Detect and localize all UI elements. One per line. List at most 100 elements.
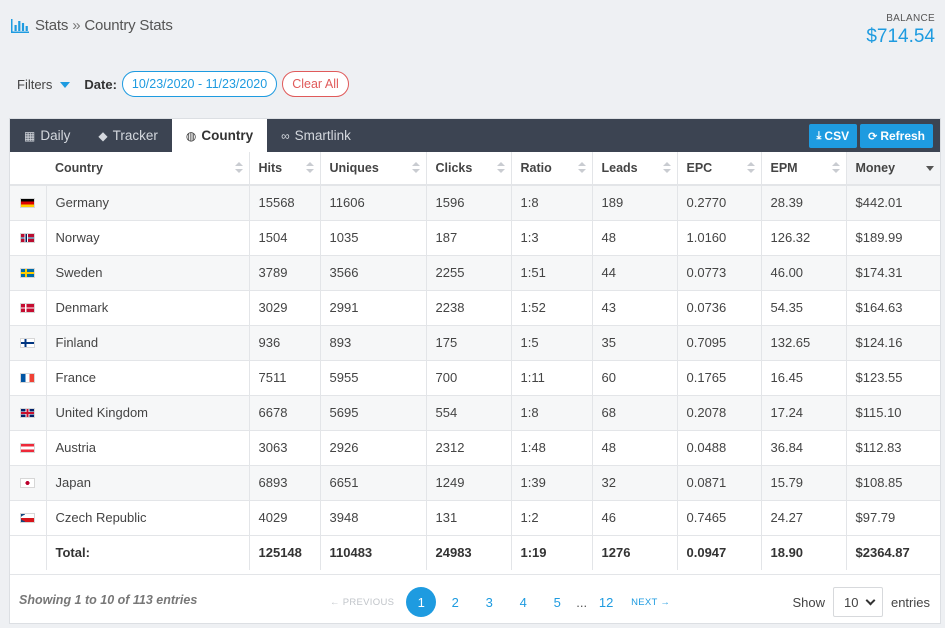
table-row: United Kingdom 6678 5695 554 1:8 68 0.2078 17.2… xyxy=(10,395,940,431)
tab-tracker[interactable]: ◆ Tracker xyxy=(84,119,172,152)
cell-uniques: 2991 xyxy=(320,290,427,326)
csv-label: CSV xyxy=(824,129,850,143)
cell-leads: 43 xyxy=(592,290,678,326)
column-header-money[interactable]: Money xyxy=(846,152,940,186)
cell-epm: 36.84 xyxy=(761,430,847,466)
sort-desc-icon xyxy=(926,166,934,171)
balance: BALANCE $714.54 xyxy=(866,13,935,48)
total-epc: 0.0947 xyxy=(677,535,762,570)
tab-label: Smartlink xyxy=(294,128,351,143)
table-total-row: Total: 125148 110483 24983 1:19 1276 0.0947 18.… xyxy=(10,535,940,570)
column-header-flag xyxy=(10,152,46,186)
column-header-leads[interactable]: Leads xyxy=(592,152,678,186)
tab-smartlink[interactable]: ∞ Smartlink xyxy=(267,119,365,152)
date-label: Date: xyxy=(84,76,117,92)
cell-epc: 0.0488 xyxy=(677,430,762,466)
calendar-icon: ▦ xyxy=(24,128,36,143)
cell-country: Sweden xyxy=(46,255,250,291)
column-header-epm[interactable]: EPM xyxy=(761,152,847,186)
cell-uniques: 3566 xyxy=(320,255,427,291)
flag-cell xyxy=(10,220,47,256)
sort-icon xyxy=(305,162,314,174)
cell-country: France xyxy=(46,360,250,396)
entries-select[interactable]: 10 xyxy=(832,587,883,617)
caret-down-icon[interactable] xyxy=(60,82,71,88)
cell-clicks: 2255 xyxy=(426,255,512,291)
column-label: EPM xyxy=(770,161,798,175)
refresh-icon: ⟳ xyxy=(868,130,878,143)
flag-cell xyxy=(10,325,47,361)
cell-epm: 17.24 xyxy=(761,395,847,431)
column-header-country[interactable]: Country xyxy=(46,152,250,186)
cell-leads: 46 xyxy=(592,500,678,536)
cell-hits: 1504 xyxy=(249,220,321,256)
cell-uniques: 2926 xyxy=(320,430,427,466)
chevron-down-icon xyxy=(865,595,876,606)
cell-epc: 0.7095 xyxy=(677,325,762,361)
cell-epc: 1.0160 xyxy=(677,220,762,256)
column-header-clicks[interactable]: Clicks xyxy=(426,152,512,186)
cell-uniques: 5695 xyxy=(320,395,427,431)
breadcrumb-separator: » xyxy=(72,17,81,34)
page-1[interactable]: 1 xyxy=(406,587,437,617)
cell-hits: 4029 xyxy=(249,500,321,536)
cell-epc: 0.0773 xyxy=(677,255,762,291)
tab-daily[interactable]: ▦ Daily xyxy=(10,119,84,152)
cell-clicks: 1249 xyxy=(426,465,512,501)
column-header-uniques[interactable]: Uniques xyxy=(320,152,427,186)
total-label: Total: xyxy=(46,535,250,570)
sort-icon xyxy=(411,162,420,174)
tab-label: Country xyxy=(201,128,254,143)
column-label: Ratio xyxy=(520,161,552,175)
tab-country[interactable]: ◍ Country xyxy=(171,119,268,152)
table-row: Sweden 3789 3566 2255 1:51 44 0.0773 46.00 $174.… xyxy=(10,255,940,291)
cell-ratio: 1:52 xyxy=(511,290,593,326)
clear-all-button[interactable]: Clear All xyxy=(282,71,349,97)
filters-label[interactable]: Filters xyxy=(17,76,53,92)
cell-uniques: 3948 xyxy=(320,500,427,536)
page-3[interactable]: 3 xyxy=(485,594,493,610)
flag-cell xyxy=(10,290,47,326)
cell-epm: 126.32 xyxy=(761,220,847,256)
pagination: ← PREVIOUS 1 2 3 4 5 ... 12 NEXT → xyxy=(330,587,670,617)
page-5[interactable]: 5 xyxy=(553,594,561,610)
cell-money: $124.16 xyxy=(846,325,940,361)
column-header-epc[interactable]: EPC xyxy=(677,152,762,186)
cell-epc: 0.0871 xyxy=(677,465,762,501)
sort-icon xyxy=(662,162,671,174)
tab-bar: ▦ Daily ◆ Tracker ◍ Country ∞ Smartlink … xyxy=(10,119,940,152)
flag-gb-icon xyxy=(20,407,35,418)
cell-ratio: 1:8 xyxy=(511,185,593,221)
tag-icon: ◆ xyxy=(98,128,108,143)
total-money: $2364.87 xyxy=(846,535,940,570)
cell-clicks: 700 xyxy=(426,360,512,396)
page-2[interactable]: 2 xyxy=(451,594,459,610)
column-header-hits[interactable]: Hits xyxy=(249,152,321,186)
cell-clicks: 187 xyxy=(426,220,512,256)
page-4[interactable]: 4 xyxy=(519,594,527,610)
table-row: Japan 6893 6651 1249 1:39 32 0.0871 15.79 $108.8… xyxy=(10,465,940,501)
flag-jp-icon xyxy=(20,477,35,488)
cell-leads: 44 xyxy=(592,255,678,291)
cell-leads: 48 xyxy=(592,430,678,466)
next-page-link[interactable]: NEXT → xyxy=(631,596,671,608)
page-last[interactable]: 12 xyxy=(598,594,614,610)
csv-button[interactable]: ⤓ CSV xyxy=(808,124,858,148)
flag-cell xyxy=(10,255,47,291)
globe-icon: ◍ xyxy=(185,128,197,143)
table-row: Finland 936 893 175 1:5 35 0.7095 132.65 $124.16 xyxy=(10,325,940,361)
cell-hits: 936 xyxy=(249,325,321,361)
date-range-picker[interactable]: 10/23/2020 - 11/23/2020 xyxy=(121,71,278,97)
page-size-control: Show 10 entries xyxy=(792,587,930,617)
refresh-button[interactable]: ⟳ Refresh xyxy=(860,124,933,148)
flag-cell xyxy=(10,465,47,501)
entries-label: entries xyxy=(890,594,930,610)
cell-uniques: 893 xyxy=(320,325,427,361)
cell-clicks: 1596 xyxy=(426,185,512,221)
breadcrumb-root[interactable]: Stats xyxy=(35,17,69,34)
previous-page-link[interactable]: ← PREVIOUS xyxy=(330,596,395,608)
flag-cell xyxy=(10,395,47,431)
flag-cz-icon xyxy=(20,512,35,523)
column-header-ratio[interactable]: Ratio xyxy=(511,152,593,186)
flag-se-icon xyxy=(20,267,35,278)
